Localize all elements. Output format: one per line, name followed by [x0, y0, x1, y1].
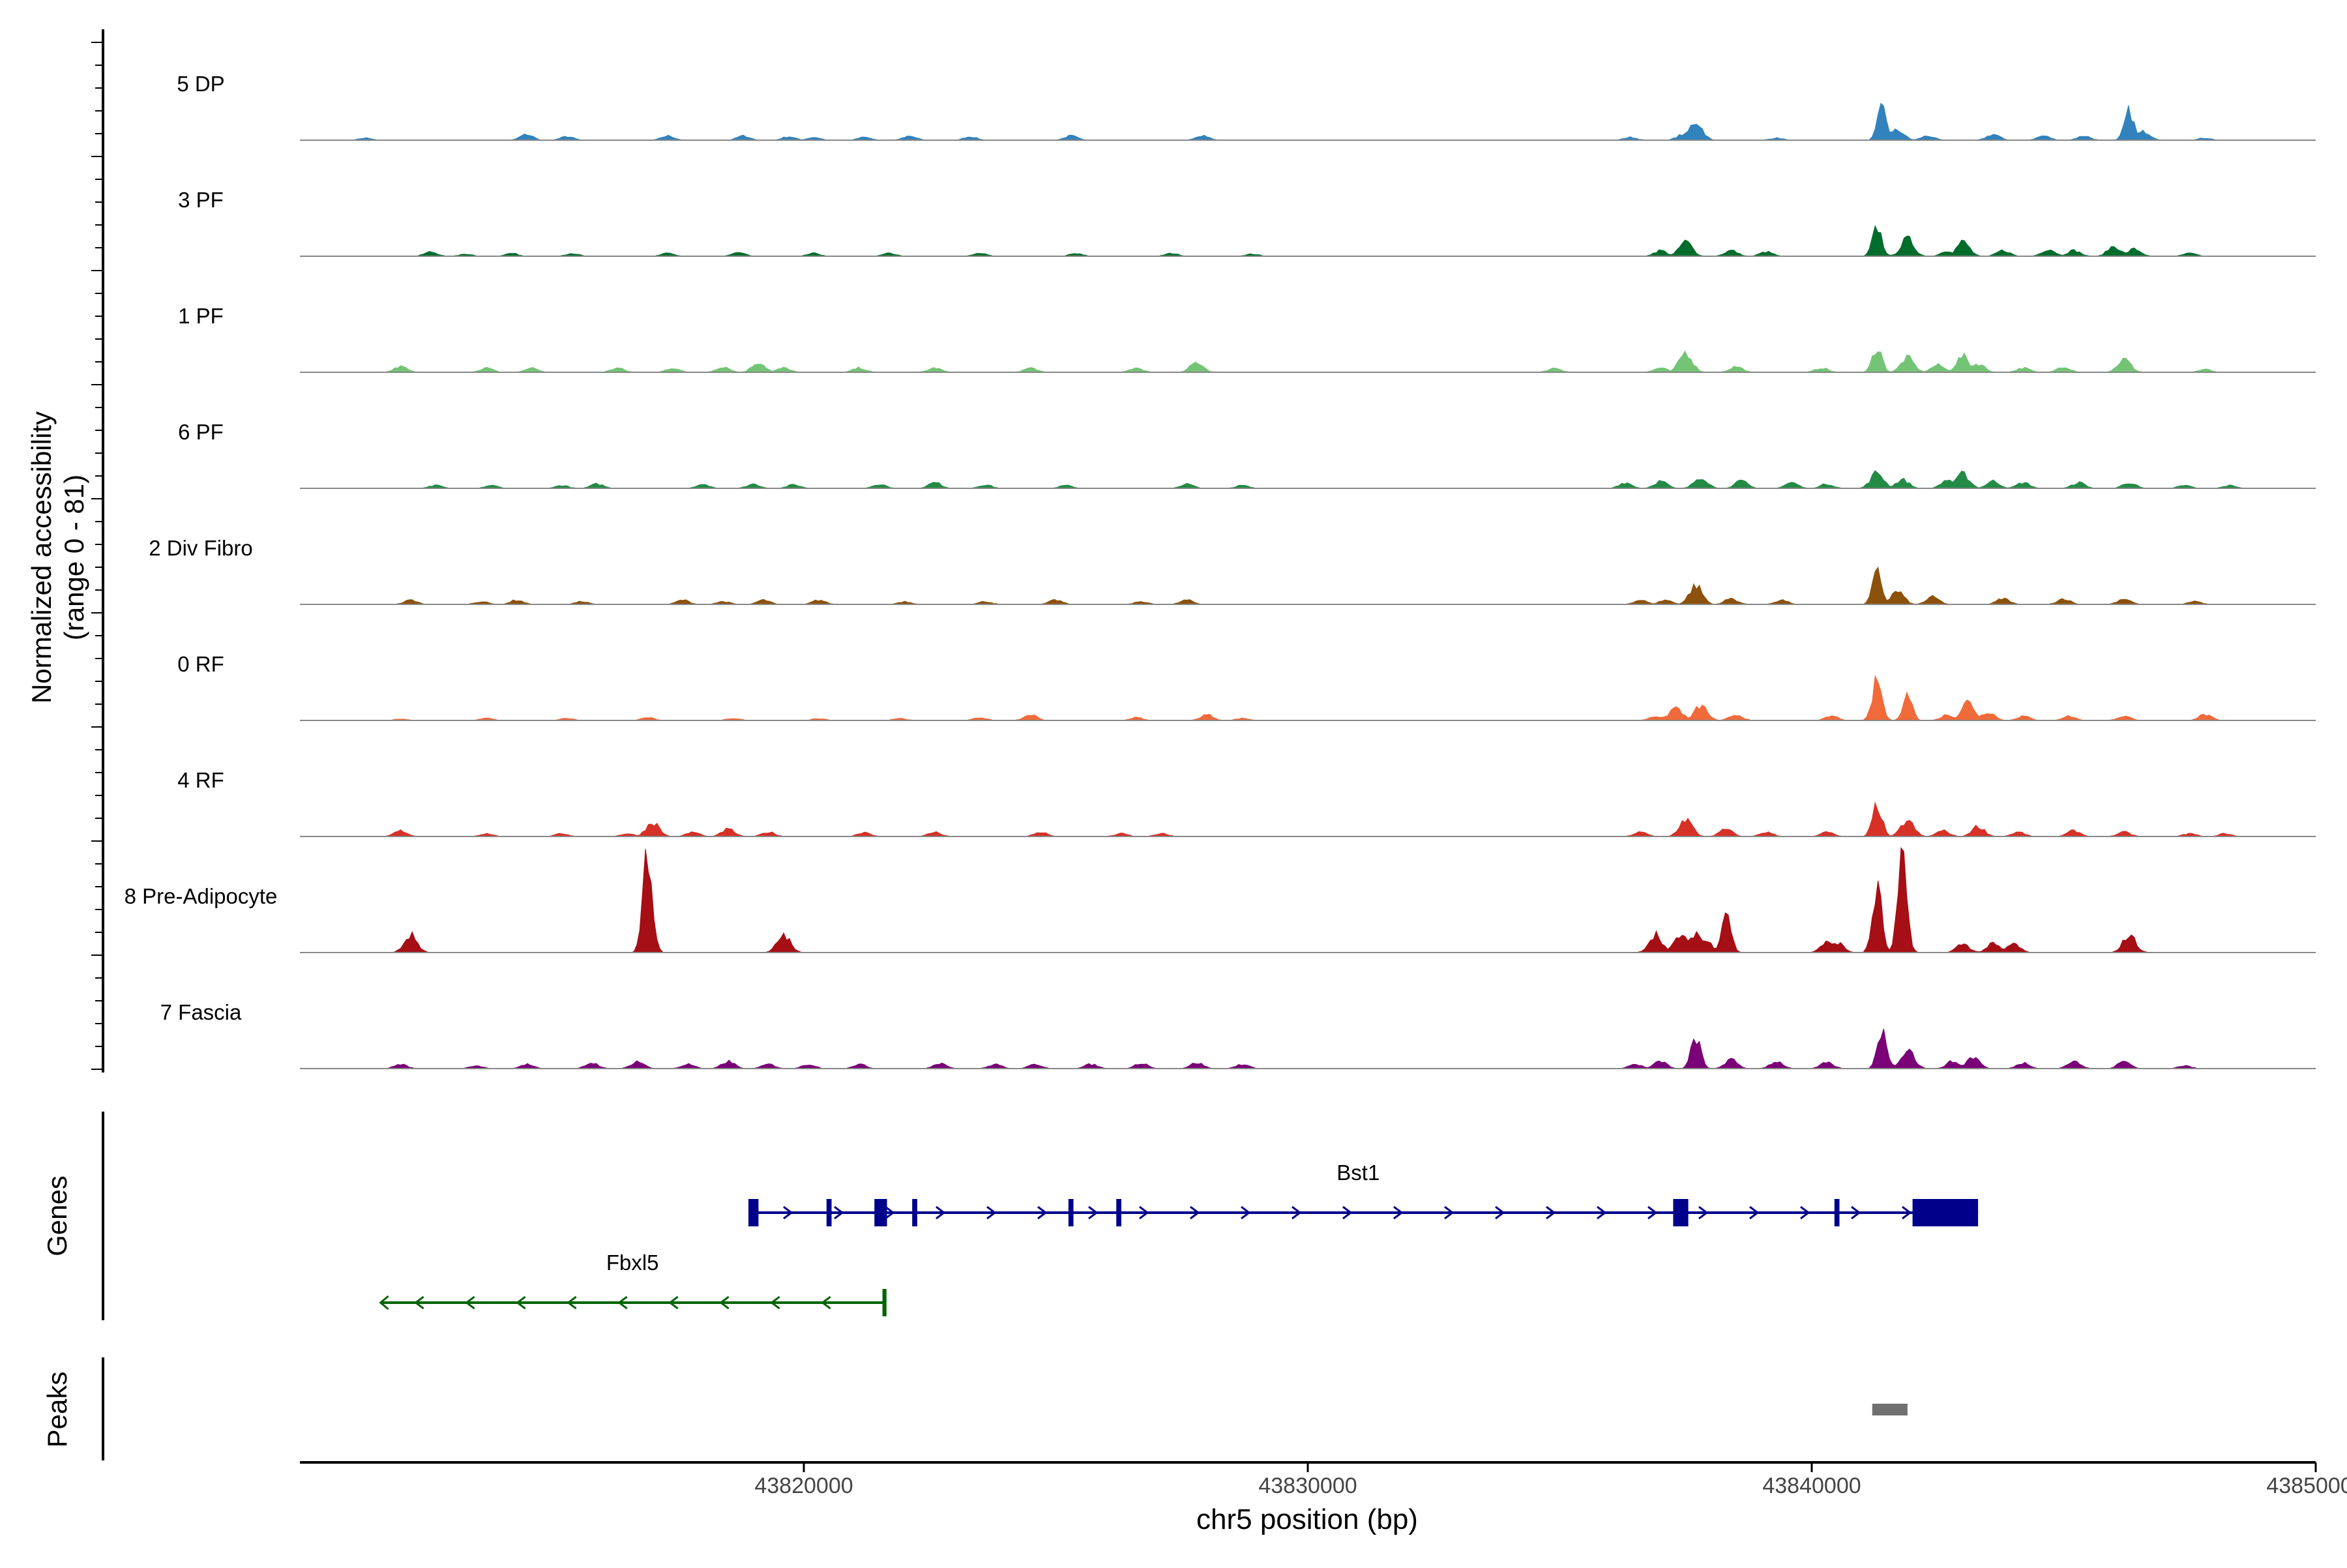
- coverage-area: [300, 1028, 2316, 1069]
- track-5-dp: [300, 102, 2316, 141]
- gene-bst1: Bst1: [748, 1161, 1979, 1226]
- x-tick-label: 43850000: [2266, 1473, 2347, 1498]
- exon: [748, 1199, 759, 1226]
- track-label: 1 PF: [178, 304, 224, 328]
- gene-name-label: Fbxl5: [606, 1250, 659, 1275]
- gene-fbxl5: Fbxl5: [379, 1250, 887, 1316]
- strand-chevron: [1393, 1206, 1404, 1220]
- coverage-area: [300, 847, 2316, 953]
- strand-chevron: [719, 1295, 730, 1310]
- y-axis-label-line2: (range 0 - 81): [59, 475, 89, 640]
- exon: [912, 1199, 917, 1226]
- exon: [882, 1289, 887, 1316]
- x-tick-label: 43840000: [1762, 1473, 1861, 1498]
- exon: [1116, 1199, 1121, 1226]
- track-3-pf: [300, 224, 2316, 257]
- x-tick-label: 43820000: [754, 1473, 853, 1498]
- strand-chevron: [821, 1295, 831, 1310]
- gene-name-label: Bst1: [1336, 1161, 1380, 1185]
- strand-chevron: [834, 1206, 844, 1220]
- strand-chevron: [1444, 1206, 1454, 1220]
- strand-chevron: [1800, 1206, 1810, 1220]
- strand-chevron: [465, 1295, 475, 1310]
- strand-chevron: [1241, 1206, 1251, 1220]
- strand-chevron: [770, 1295, 780, 1310]
- strand-chevron: [379, 1295, 389, 1310]
- x-tick-label: 43830000: [1258, 1473, 1357, 1498]
- track-7-fascia: [300, 1028, 2316, 1069]
- strand-chevron: [986, 1206, 997, 1220]
- x-axis-label: chr5 position (bp): [1196, 1503, 1418, 1535]
- strand-chevron: [1037, 1206, 1048, 1220]
- strand-chevron: [1139, 1206, 1149, 1220]
- strand-chevron: [1647, 1206, 1658, 1220]
- track-1-pf: [300, 350, 2316, 373]
- strand-chevron: [1495, 1206, 1505, 1220]
- exon: [826, 1199, 832, 1226]
- track-6-pf: [300, 470, 2316, 489]
- peak-regions: [1872, 1404, 1908, 1415]
- coverage-area: [300, 470, 2316, 489]
- peaks-panel-label: Peaks: [42, 1372, 72, 1448]
- strand-chevron: [516, 1295, 526, 1310]
- coverage-tracks: [300, 102, 2316, 1069]
- coverage-area: [300, 801, 2316, 837]
- strand-chevron: [1292, 1206, 1302, 1220]
- track-label: 8 Pre-Adipocyte: [125, 884, 278, 908]
- exon: [1673, 1199, 1689, 1226]
- track-label: 2 Div Fibro: [149, 536, 253, 560]
- track-label: 4 RF: [177, 768, 224, 792]
- strand-chevron: [1698, 1206, 1709, 1220]
- coverage-y-ticks: [91, 42, 103, 1070]
- coverage-area: [300, 566, 2316, 605]
- strand-chevron: [1597, 1206, 1607, 1220]
- y-axis-label-line1: Normalized accessibility: [26, 411, 57, 703]
- coverage-area: [300, 675, 2316, 721]
- track-label: 3 PF: [178, 188, 224, 212]
- exon: [1834, 1199, 1840, 1226]
- track-4-rf: [300, 801, 2316, 837]
- strand-chevron: [617, 1295, 628, 1310]
- strand-chevron: [567, 1295, 577, 1310]
- strand-chevron: [1342, 1206, 1353, 1220]
- strand-chevron: [936, 1206, 946, 1220]
- strand-chevron: [1088, 1206, 1099, 1220]
- x-axis-ticks: 43820000 43830000 43840000 43850000: [754, 1462, 2347, 1498]
- strand-chevron: [1902, 1206, 1912, 1220]
- strand-chevron: [1190, 1206, 1200, 1220]
- coverage-area: [300, 102, 2316, 141]
- peak-region: [1872, 1404, 1908, 1415]
- track-label: 5 DP: [177, 72, 224, 96]
- strand-chevron: [885, 1206, 895, 1220]
- strand-chevron: [668, 1295, 679, 1310]
- strand-chevron: [783, 1206, 793, 1220]
- exon: [1912, 1199, 1979, 1226]
- genes-panel-label: Genes: [42, 1176, 72, 1256]
- track-label: 6 PF: [178, 420, 224, 444]
- strand-chevron: [1851, 1206, 1861, 1220]
- coverage-area: [300, 224, 2316, 257]
- gene-annotations: Bst1 Fbxl5: [379, 1161, 1979, 1316]
- strand-chevron: [414, 1295, 424, 1310]
- track-0-rf: [300, 675, 2316, 721]
- strand-chevron: [1546, 1206, 1556, 1220]
- track-label: 0 RF: [177, 652, 224, 676]
- track-label: 7 Fascia: [160, 1000, 242, 1024]
- coverage-area: [300, 350, 2316, 373]
- track-2-div-fibro: [300, 566, 2316, 605]
- track-labels: 5 DP 3 PF 1 PF 6 PF 2 Div Fibro 0 RF 4 RF 8 Pre…: [125, 72, 278, 1024]
- exon: [874, 1199, 887, 1226]
- track-8-pre-adipocyte: [300, 847, 2316, 953]
- strand-chevron: [1749, 1206, 1760, 1220]
- exon: [1068, 1199, 1074, 1226]
